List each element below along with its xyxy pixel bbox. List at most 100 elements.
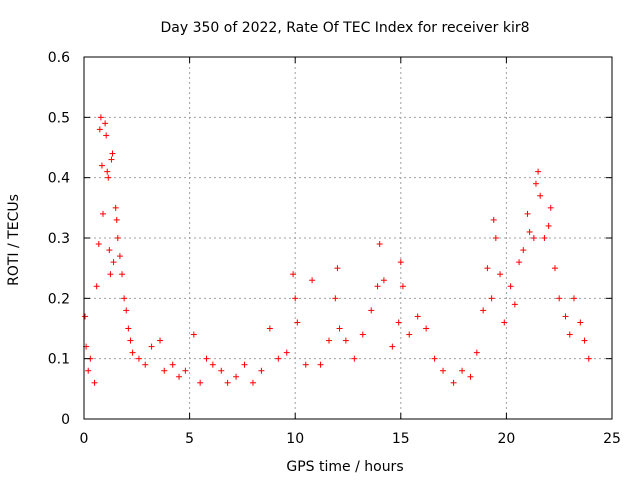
data-point	[107, 271, 114, 278]
data-point	[501, 319, 508, 326]
data-point	[374, 283, 381, 290]
data-point	[520, 247, 527, 254]
data-point	[218, 367, 225, 374]
axis-ticks: 0 5 10 15 20 25 0 0.1 0.2 0.3 0.4 0.5 0.6	[48, 50, 621, 447]
data-point	[397, 259, 404, 266]
data-point	[585, 355, 592, 362]
data-point	[100, 210, 107, 217]
data-point	[104, 168, 111, 175]
data-point	[467, 373, 474, 380]
data-point	[241, 361, 248, 368]
data-point	[537, 192, 544, 199]
data-point	[102, 120, 109, 127]
data-point	[93, 283, 100, 290]
data-point	[157, 337, 164, 344]
data-point	[290, 271, 297, 278]
data-point	[125, 325, 132, 332]
data-point	[450, 379, 457, 386]
data-point	[283, 349, 290, 356]
data-point	[351, 355, 358, 362]
data-point	[507, 283, 514, 290]
data-point	[526, 228, 533, 235]
data-point	[114, 235, 121, 241]
data-point	[473, 349, 480, 356]
x-tick-label: 10	[286, 431, 304, 447]
data-point	[325, 337, 332, 344]
data-point	[249, 379, 256, 386]
data-point	[570, 295, 577, 302]
data-point	[85, 367, 92, 374]
data-point	[116, 253, 123, 260]
data-point	[142, 361, 149, 368]
data-point	[148, 343, 155, 350]
data-point	[98, 162, 105, 169]
data-point	[197, 379, 204, 386]
y-tick-label: 0.1	[48, 352, 70, 368]
data-point	[541, 235, 548, 241]
data-point	[359, 331, 366, 338]
data-point	[332, 295, 339, 302]
y-tick-label: 0.5	[48, 110, 70, 126]
data-point	[535, 168, 542, 175]
data-point	[566, 331, 573, 338]
data-point	[532, 180, 539, 187]
data-point	[376, 241, 383, 248]
data-point	[562, 313, 569, 320]
x-tick-label: 5	[185, 431, 194, 447]
data-point	[135, 355, 142, 362]
data-point	[414, 313, 421, 320]
data-point	[309, 277, 316, 284]
data-points	[82, 114, 592, 386]
data-point	[105, 174, 112, 181]
data-point	[380, 277, 387, 284]
data-point	[497, 271, 504, 278]
x-tick-label: 15	[392, 431, 410, 447]
data-point	[112, 204, 119, 211]
data-point	[406, 331, 413, 338]
y-tick-label: 0.6	[48, 50, 70, 66]
chart-title: Day 350 of 2022, Rate Of TEC Index for r…	[160, 20, 529, 36]
data-point	[530, 235, 537, 241]
data-point	[190, 331, 197, 338]
data-point	[551, 265, 558, 272]
data-point	[317, 361, 324, 368]
data-point	[484, 265, 491, 272]
data-point	[113, 216, 120, 223]
data-point	[82, 313, 89, 320]
data-point	[108, 156, 115, 163]
data-point	[121, 295, 128, 302]
data-point	[547, 204, 554, 211]
x-tick-label: 0	[80, 431, 89, 447]
data-point	[95, 241, 102, 248]
data-point	[169, 361, 176, 368]
x-tick-label: 25	[603, 431, 621, 447]
data-point	[119, 271, 126, 278]
data-point	[423, 325, 430, 332]
data-point	[275, 355, 282, 362]
data-point	[302, 361, 309, 368]
data-point	[97, 114, 104, 121]
data-point	[581, 337, 588, 344]
data-point	[459, 367, 466, 374]
data-point	[106, 247, 113, 254]
y-tick-label: 0.4	[48, 171, 70, 187]
data-point	[516, 259, 523, 266]
y-axis-label: ROTI / TECUs	[6, 194, 22, 286]
data-point	[368, 307, 375, 314]
data-point	[440, 367, 447, 374]
data-point	[123, 307, 130, 314]
data-point	[292, 295, 299, 302]
data-point	[91, 379, 98, 386]
x-tick-label: 20	[497, 431, 515, 447]
data-point	[524, 210, 531, 217]
data-point	[577, 319, 584, 326]
data-point	[224, 379, 231, 386]
y-tick-label: 0	[61, 412, 70, 428]
data-point	[336, 325, 343, 332]
data-point	[480, 307, 487, 314]
data-point	[103, 132, 110, 139]
data-point	[161, 367, 168, 374]
y-tick-label: 0.3	[48, 231, 70, 247]
data-point	[176, 373, 183, 380]
